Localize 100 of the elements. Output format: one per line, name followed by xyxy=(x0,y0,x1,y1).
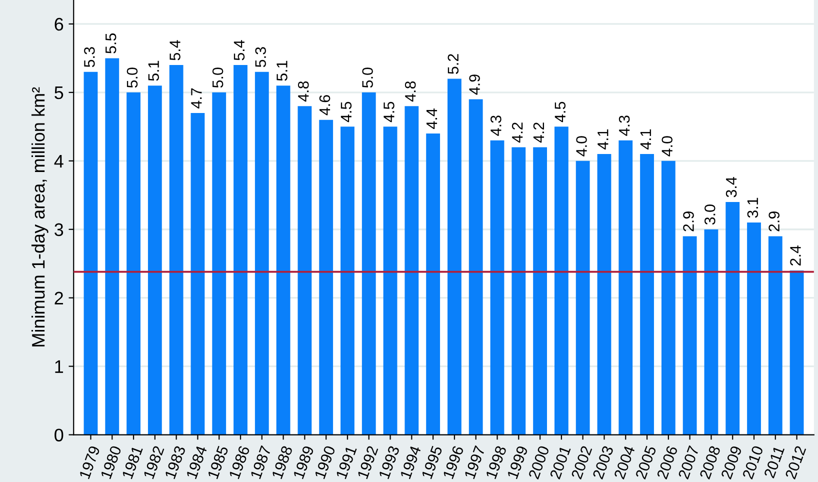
x-tick-label: 2005 xyxy=(635,445,656,480)
bar xyxy=(704,229,718,435)
data-label: 5.4 xyxy=(170,40,180,60)
y-tick-label: 5 xyxy=(54,86,64,100)
data-label: 5.3 xyxy=(255,47,266,68)
bar xyxy=(490,140,504,435)
x-tick-label: 1991 xyxy=(336,445,357,480)
data-label: 5.0 xyxy=(212,68,224,88)
x-tick-label: 2003 xyxy=(592,445,614,480)
data-label: 3.1 xyxy=(747,198,758,218)
bar xyxy=(618,140,633,435)
bar xyxy=(340,126,354,435)
x-tick-label: 2008 xyxy=(699,445,721,480)
data-label: 5.1 xyxy=(148,60,160,81)
x-tick-label: 1996 xyxy=(442,445,464,480)
bar xyxy=(682,236,697,435)
y-axis-title: Minimum 1-day area, million km² xyxy=(31,87,48,346)
data-label: 4.1 xyxy=(598,129,608,150)
bar xyxy=(661,160,676,435)
data-label: 5.0 xyxy=(362,68,373,88)
data-label: 4.0 xyxy=(576,136,587,156)
x-tick-label: 1988 xyxy=(272,445,293,480)
data-label: 4.3 xyxy=(490,116,502,136)
data-label: 4.2 xyxy=(533,122,544,143)
x-tick-label: 1995 xyxy=(421,445,443,480)
bar xyxy=(597,154,612,435)
data-label: 5.1 xyxy=(276,60,288,81)
x-tick-label: 1994 xyxy=(400,445,422,480)
x-tick-label: 2004 xyxy=(614,445,636,480)
bar xyxy=(554,126,568,435)
data-label: 4.6 xyxy=(319,95,330,116)
data-label: 2.9 xyxy=(683,212,694,232)
x-tick-label: 2006 xyxy=(656,445,678,480)
bar xyxy=(362,92,376,435)
bar xyxy=(383,126,398,435)
data-label: 4.4 xyxy=(426,108,438,129)
bar xyxy=(640,154,654,435)
data-label: 4.8 xyxy=(404,81,416,102)
data-label: 5.4 xyxy=(234,40,245,60)
x-tick-label: 2000 xyxy=(528,445,550,480)
x-tick-label: 2007 xyxy=(678,445,700,480)
x-tick-label: 2009 xyxy=(720,445,742,480)
bar xyxy=(126,92,140,435)
bar xyxy=(254,72,269,435)
bar xyxy=(105,58,120,435)
data-label: 2.4 xyxy=(790,245,801,266)
bar xyxy=(576,160,590,435)
data-label: 4.5 xyxy=(554,102,566,122)
data-label: 4.5 xyxy=(384,102,394,122)
x-tick-label: 1989 xyxy=(292,445,314,480)
data-label: 4.0 xyxy=(662,136,673,156)
y-tick-label: 6 xyxy=(54,18,64,31)
data-label: 4.5 xyxy=(340,102,352,122)
data-label: 2.9 xyxy=(768,212,780,232)
y-tick-label: 1 xyxy=(55,360,64,373)
data-label: 4.7 xyxy=(191,88,202,108)
x-tick-label: 1986 xyxy=(228,445,250,480)
bar xyxy=(169,65,184,435)
bar xyxy=(448,78,462,435)
bar xyxy=(768,236,782,435)
bar xyxy=(404,106,419,435)
bar xyxy=(726,202,740,435)
x-tick-label: 1992 xyxy=(357,445,378,480)
bar xyxy=(790,270,804,435)
x-tick-label: 2002 xyxy=(570,445,592,480)
y-tick-label: 2 xyxy=(54,292,63,304)
data-label: 4.2 xyxy=(512,122,523,143)
x-tick-label: 1997 xyxy=(464,445,486,480)
bar xyxy=(190,112,205,435)
x-tick-label: 1993 xyxy=(378,445,400,480)
x-tick-label: 2010 xyxy=(742,445,764,480)
x-tick-label: 1983 xyxy=(164,445,186,480)
data-label: 3.0 xyxy=(704,204,716,225)
data-label: 4.8 xyxy=(298,81,309,102)
bar xyxy=(426,134,440,435)
bar xyxy=(212,92,226,435)
bar xyxy=(468,99,483,435)
x-tick-label: 1980 xyxy=(100,445,122,480)
x-tick-label: 1990 xyxy=(314,445,336,480)
bar xyxy=(533,147,547,435)
data-label: 4.3 xyxy=(618,116,630,136)
y-tick-label: 3 xyxy=(54,223,64,236)
bar xyxy=(84,72,98,435)
x-tick-label: 1998 xyxy=(486,445,507,480)
x-tick-label: 1982 xyxy=(143,445,164,480)
bar xyxy=(234,65,248,435)
data-label: 4.9 xyxy=(469,74,480,95)
data-label: 4.1 xyxy=(640,129,651,150)
x-tick-label: 1979 xyxy=(79,445,100,480)
bar xyxy=(747,222,761,435)
data-label: 5.2 xyxy=(448,54,459,74)
bar xyxy=(298,106,312,435)
data-label: 5.0 xyxy=(126,68,138,88)
x-tick-label: 2001 xyxy=(550,445,571,480)
bar xyxy=(148,86,162,435)
x-tick-label: 2011 xyxy=(764,445,785,478)
y-tick-label: 4 xyxy=(54,155,64,168)
x-tick-label: 2012 xyxy=(784,445,806,480)
x-tick-label: 1999 xyxy=(506,445,528,480)
data-label: 5.5 xyxy=(106,33,116,54)
